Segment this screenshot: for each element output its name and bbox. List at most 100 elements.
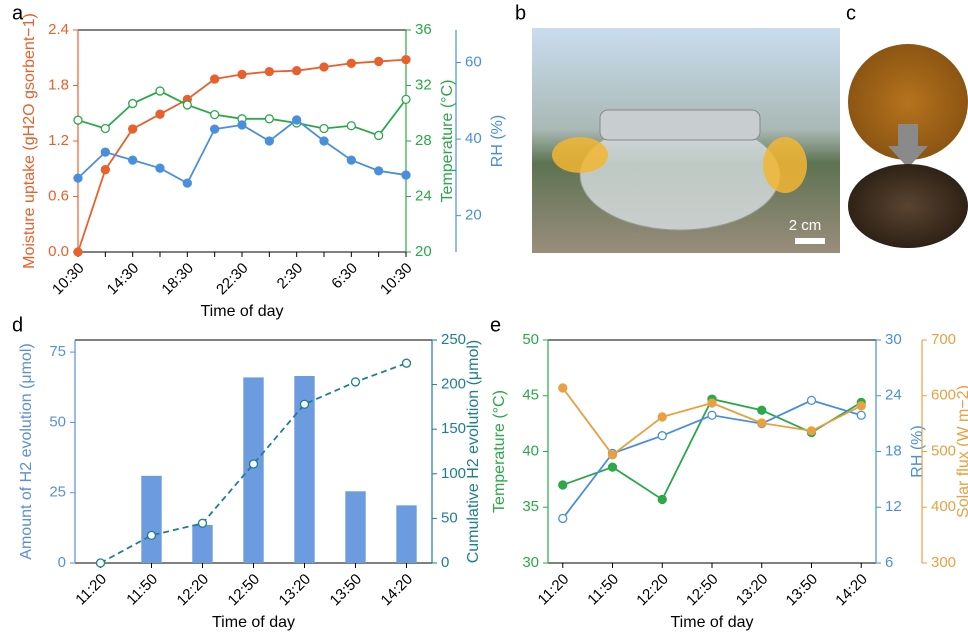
panel-letter: d	[12, 314, 23, 336]
y-tick-label: 25	[49, 484, 66, 501]
data-point	[558, 513, 568, 524]
data-point	[856, 401, 866, 411]
data-point	[374, 130, 384, 141]
data-point	[73, 173, 83, 183]
data-point	[757, 418, 767, 428]
data-point	[100, 165, 110, 175]
data-point	[264, 114, 274, 124]
y-tick-label: 45	[522, 387, 539, 404]
data-point	[292, 115, 302, 125]
y-tick-label: 50	[441, 509, 458, 526]
x-axis-label: Time of day	[201, 303, 284, 320]
y-tick-label: 1.8	[48, 76, 69, 93]
y-tick-label: 75	[49, 343, 66, 360]
data-point	[155, 163, 165, 173]
x-tick-label: 11:50	[123, 571, 161, 609]
data-point	[237, 69, 247, 80]
data-point	[319, 136, 329, 146]
y-tick-label: 0.0	[48, 243, 69, 260]
x-axis-label: Time of day	[671, 614, 754, 631]
data-point	[374, 56, 384, 67]
data-point	[558, 383, 568, 393]
axis-label: RH (%)	[489, 115, 506, 167]
y-tick-label: 24	[415, 187, 432, 204]
data-point	[155, 86, 165, 96]
data-line	[77, 58, 407, 253]
scale-bar-label: 2 cm	[789, 217, 822, 234]
panel-letter: c	[846, 2, 856, 24]
x-tick-label: 14:30	[104, 260, 143, 299]
data-point	[100, 147, 110, 157]
x-tick-label: 12:20	[633, 571, 672, 610]
axis-label: Moisture uptake (gH2O gsorbent−1)	[21, 13, 38, 269]
bar	[243, 377, 264, 563]
data-point	[73, 247, 83, 257]
x-tick-label: 10:30	[49, 260, 88, 299]
y-tick-label: 32	[415, 76, 432, 93]
data-point	[128, 155, 138, 165]
data-point	[210, 109, 220, 120]
y-tick-label: 50	[49, 413, 66, 430]
data-point	[401, 358, 412, 368]
axis-label: Cumulative H2 evolution (μmol)	[465, 340, 482, 564]
bar	[294, 375, 315, 563]
x-tick-label: 11:20	[535, 571, 573, 609]
data-point	[350, 377, 361, 387]
data-point	[210, 124, 220, 134]
data-point	[264, 136, 274, 146]
data-point	[657, 494, 667, 505]
data-point	[707, 410, 717, 420]
data-point	[292, 66, 302, 76]
y-tick-label: 0.6	[48, 187, 69, 204]
data-point	[806, 426, 817, 436]
axis-label: Solar flux (W m−2)	[955, 385, 968, 518]
y-tick-label: 50	[522, 331, 539, 348]
x-tick-label: 11:50	[584, 571, 622, 609]
y-tick-label: 150	[441, 420, 466, 437]
y-tick-label: 0	[58, 554, 66, 571]
data-point	[264, 66, 274, 77]
x-tick-label: 12:50	[225, 571, 264, 610]
axis-label: Temperature (°C)	[491, 390, 508, 513]
y-tick-label: 24	[885, 387, 902, 404]
x-tick-label: 13:50	[327, 571, 366, 610]
data-point	[374, 166, 384, 176]
x-tick-label: 6:30	[328, 260, 361, 293]
y-tick-label: 30	[885, 331, 902, 348]
x-tick-label: 2:30	[274, 260, 307, 293]
data-point	[806, 395, 817, 406]
data-point	[657, 412, 667, 422]
y-tick-label: 1.2	[48, 132, 69, 149]
data-point	[856, 410, 866, 420]
x-tick-label: 12:20	[174, 571, 213, 610]
data-point	[346, 58, 356, 68]
bar	[396, 505, 417, 563]
data-point	[128, 98, 138, 109]
data-point	[346, 155, 356, 165]
x-tick-label: 12:50	[683, 571, 722, 610]
x-axis-label: Time of day	[212, 614, 295, 631]
data-point	[757, 405, 767, 415]
y-tick-label: 36	[415, 21, 432, 38]
panel-letter: e	[490, 314, 501, 336]
data-point	[182, 178, 192, 188]
panel-letter: b	[515, 2, 526, 24]
y-tick-label: 500	[931, 442, 956, 459]
bar	[345, 491, 366, 563]
data-point	[346, 121, 356, 131]
data-point	[607, 462, 618, 472]
axis-label: Amount of H2 evolution (μmol)	[18, 343, 35, 559]
y-tick-label: 20	[465, 207, 482, 224]
data-point	[248, 459, 259, 469]
y-tick-label: 20	[415, 243, 432, 260]
data-point	[73, 115, 83, 125]
y-tick-label: 6	[885, 554, 893, 571]
y-tick-label: 40	[465, 130, 482, 147]
x-tick-label: 14:20	[378, 571, 417, 610]
data-point	[146, 530, 157, 540]
y-tick-label: 40	[522, 442, 539, 459]
y-tick-label: 30	[522, 554, 539, 571]
axis-label: Temperature (°C)	[439, 80, 456, 203]
y-tick-label: 250	[441, 331, 466, 348]
y-tick-label: 60	[465, 54, 482, 71]
